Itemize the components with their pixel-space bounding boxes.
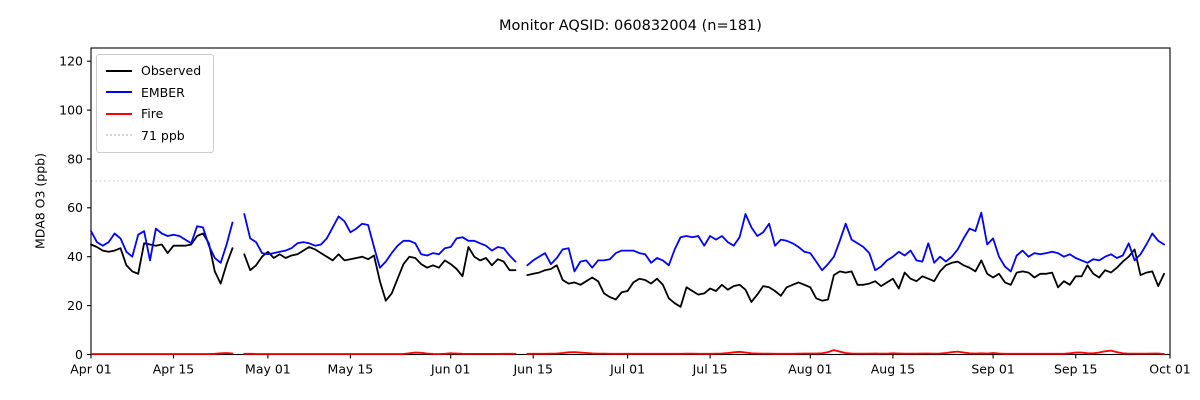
legend-item-ember: EMBER bbox=[106, 82, 204, 104]
fire-line-sample bbox=[106, 112, 132, 115]
legend-label: Observed bbox=[141, 63, 202, 79]
y-tick-label: 80 bbox=[67, 151, 83, 166]
series-fire-line bbox=[90, 349, 1165, 355]
legend-item-observed: Observed bbox=[106, 60, 204, 82]
x-tick-label: Aug 15 bbox=[871, 362, 915, 377]
legend-label: Fire bbox=[141, 106, 164, 122]
legend-label: EMBER bbox=[141, 84, 185, 100]
y-tick-label: 40 bbox=[67, 249, 83, 264]
x-tick-label: Sep 01 bbox=[971, 362, 1014, 377]
legend-label: 71 ppb bbox=[141, 127, 185, 143]
observed-line-sample bbox=[106, 69, 132, 72]
x-tick-label: Jul 01 bbox=[609, 362, 645, 377]
series-ember-line bbox=[90, 211, 1165, 273]
x-tick-label: May 15 bbox=[328, 362, 374, 377]
y-tick-label: 120 bbox=[59, 54, 83, 69]
x-tick-label: Jun 01 bbox=[430, 362, 470, 377]
x-tick-label: May 01 bbox=[245, 362, 291, 377]
legend-item-threshold: 71 ppb bbox=[106, 125, 204, 147]
legend: Observed EMBER Fire 71 ppb bbox=[96, 54, 214, 153]
ember-line-sample bbox=[106, 91, 132, 94]
y-axis-label: MDA8 O3 (ppb) bbox=[32, 153, 48, 249]
legend-item-fire: Fire bbox=[106, 103, 204, 125]
x-tick-label: Aug 01 bbox=[788, 362, 832, 377]
x-tick-label: Oct 01 bbox=[1149, 362, 1191, 377]
x-tick-label: Apr 01 bbox=[70, 362, 112, 377]
axes-frame bbox=[90, 47, 1171, 356]
y-tick-label: 60 bbox=[67, 200, 83, 215]
x-tick-label: Apr 15 bbox=[153, 362, 195, 377]
x-tick-label: Jul 15 bbox=[692, 362, 728, 377]
chart-title: Monitor AQSID: 060832004 (n=181) bbox=[499, 18, 762, 34]
y-tick-label: 0 bbox=[75, 347, 83, 362]
threshold-line-sample bbox=[106, 134, 132, 137]
y-tick-label: 100 bbox=[59, 102, 83, 117]
x-tick-label: Sep 15 bbox=[1054, 362, 1097, 377]
y-tick-label: 20 bbox=[67, 298, 83, 313]
x-tick-label: Jun 15 bbox=[512, 362, 552, 377]
series-observed-line bbox=[90, 232, 1165, 308]
